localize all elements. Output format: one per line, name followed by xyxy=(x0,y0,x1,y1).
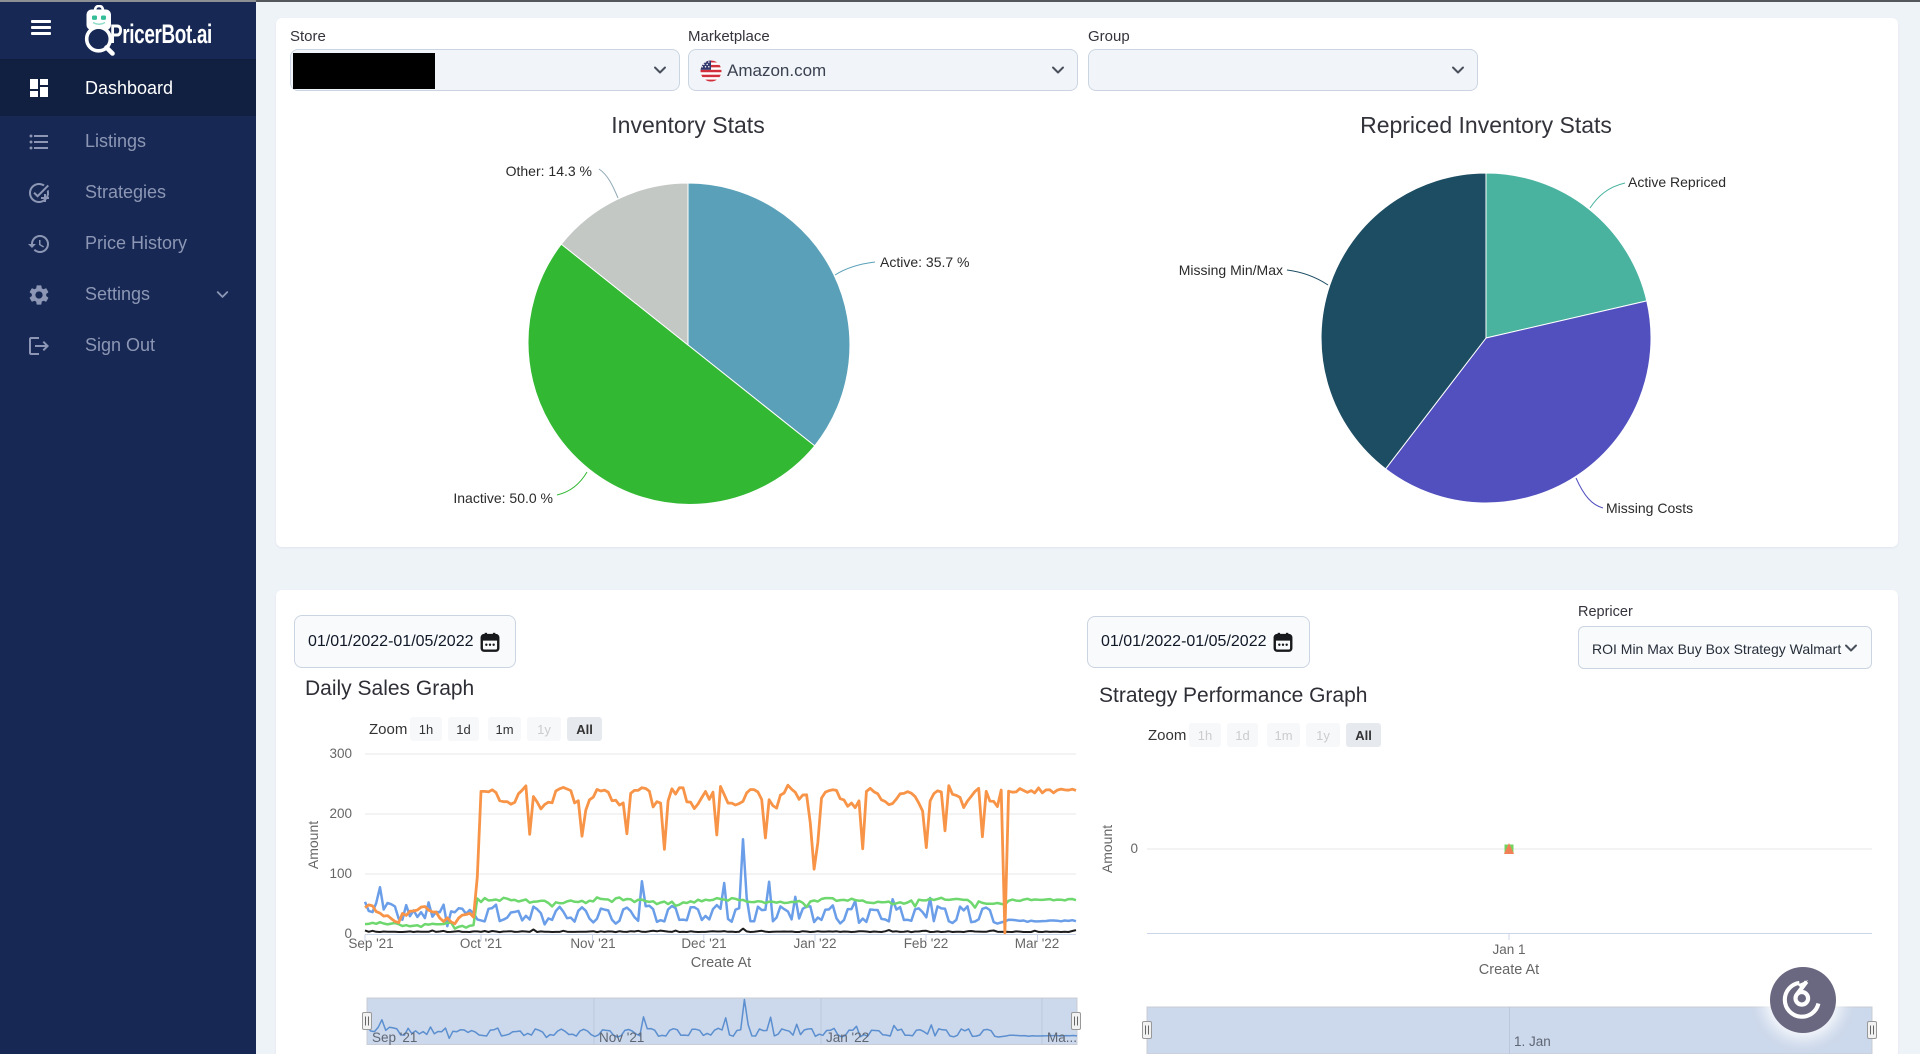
svg-text:Inactive: 50.0 %: Inactive: 50.0 % xyxy=(453,490,553,506)
svg-text:Ma...: Ma... xyxy=(1047,1030,1077,1045)
svg-text:1. Jan: 1. Jan xyxy=(1514,1034,1551,1049)
svg-text:Missing Min/Max: Missing Min/Max xyxy=(1179,262,1283,278)
svg-text:Jan '22: Jan '22 xyxy=(826,1030,869,1045)
svg-text:Active: 35.7 %: Active: 35.7 % xyxy=(880,254,970,270)
svg-text:Missing Costs: Missing Costs xyxy=(1606,500,1693,516)
svg-text:Other: 14.3 %: Other: 14.3 % xyxy=(506,163,592,179)
svg-text:Nov '21: Nov '21 xyxy=(599,1030,644,1045)
svg-text:Sep '21: Sep '21 xyxy=(372,1030,417,1045)
svg-text:Active Repriced: Active Repriced xyxy=(1628,174,1726,190)
